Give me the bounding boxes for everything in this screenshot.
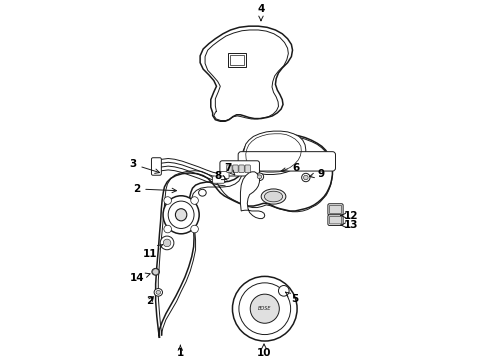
Text: 10: 10 (257, 344, 271, 358)
FancyBboxPatch shape (328, 215, 343, 225)
Circle shape (239, 283, 291, 334)
Text: 12: 12 (341, 211, 359, 221)
Ellipse shape (261, 189, 286, 204)
FancyBboxPatch shape (329, 205, 342, 213)
FancyBboxPatch shape (220, 161, 259, 176)
PathPatch shape (156, 134, 332, 338)
PathPatch shape (200, 26, 293, 121)
Text: 1: 1 (177, 345, 184, 358)
Ellipse shape (154, 289, 163, 296)
Ellipse shape (304, 175, 308, 180)
Circle shape (163, 239, 171, 247)
FancyBboxPatch shape (238, 152, 336, 171)
Circle shape (191, 225, 198, 233)
Text: 7: 7 (224, 163, 235, 175)
FancyBboxPatch shape (227, 165, 232, 172)
Ellipse shape (156, 291, 161, 294)
FancyBboxPatch shape (151, 158, 161, 175)
FancyBboxPatch shape (245, 165, 250, 172)
Circle shape (278, 285, 289, 296)
Text: 6: 6 (281, 163, 300, 173)
Text: 13: 13 (341, 220, 359, 230)
FancyBboxPatch shape (329, 216, 342, 224)
Bar (230, 55, 244, 65)
FancyBboxPatch shape (233, 165, 238, 172)
Circle shape (152, 269, 159, 275)
Text: 11: 11 (143, 244, 163, 258)
Ellipse shape (175, 209, 187, 221)
Text: 2: 2 (133, 184, 176, 194)
Text: 14: 14 (129, 273, 150, 283)
Text: 4: 4 (257, 4, 265, 21)
Text: 3: 3 (129, 159, 160, 174)
PathPatch shape (241, 172, 265, 219)
Circle shape (164, 197, 171, 204)
FancyBboxPatch shape (217, 171, 229, 179)
Bar (228, 53, 246, 67)
Circle shape (160, 236, 174, 250)
FancyBboxPatch shape (239, 165, 244, 172)
Circle shape (232, 276, 297, 341)
Ellipse shape (257, 175, 262, 179)
Ellipse shape (198, 189, 206, 196)
FancyBboxPatch shape (213, 176, 224, 183)
Ellipse shape (163, 196, 199, 234)
Ellipse shape (168, 201, 194, 229)
PathPatch shape (243, 131, 306, 175)
Ellipse shape (265, 191, 283, 202)
Text: BOSE: BOSE (258, 306, 271, 311)
FancyBboxPatch shape (328, 204, 343, 215)
Circle shape (164, 225, 171, 233)
Text: 9: 9 (310, 169, 324, 179)
Text: 8: 8 (215, 171, 227, 181)
Ellipse shape (152, 269, 159, 275)
Ellipse shape (302, 173, 310, 182)
Text: 5: 5 (286, 292, 298, 304)
Circle shape (191, 197, 198, 204)
Ellipse shape (255, 173, 264, 181)
Text: 2: 2 (147, 296, 153, 306)
Circle shape (250, 294, 279, 323)
